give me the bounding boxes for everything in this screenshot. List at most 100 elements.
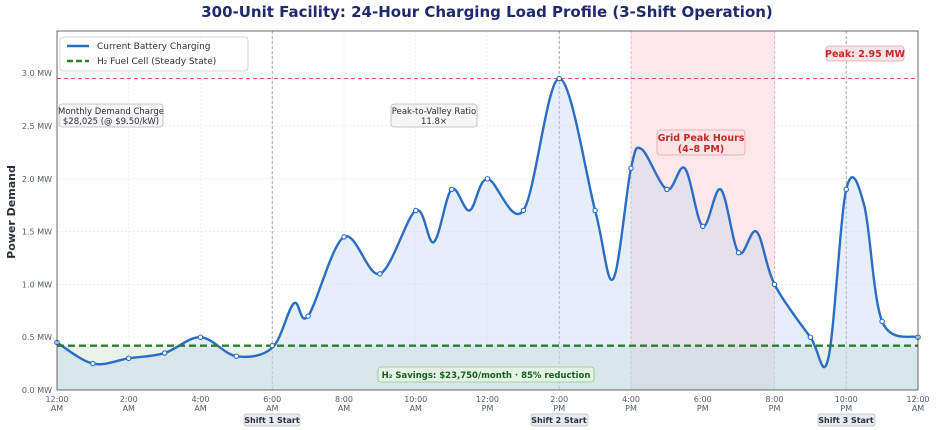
x-tick-period: PM bbox=[697, 404, 709, 413]
legend-entry-fuel-cell: H₂ Fuel Cell (Steady State) bbox=[97, 57, 216, 67]
x-tick-period: AM bbox=[266, 404, 278, 413]
data-point bbox=[628, 165, 634, 172]
x-tick-period: PM bbox=[482, 404, 494, 413]
x-tick-period: AM bbox=[123, 404, 135, 413]
shift-3-box bbox=[817, 413, 876, 427]
x-tick-time: 2:00 bbox=[550, 395, 568, 404]
grid-peak-zone-fill bbox=[631, 31, 775, 390]
x-tick-period: AM bbox=[338, 404, 350, 413]
x-tick-period: AM bbox=[194, 404, 206, 413]
x-tick-period: PM bbox=[769, 404, 781, 413]
x-tick-time: 10:00 bbox=[404, 395, 427, 404]
data-point bbox=[664, 186, 670, 193]
x-axis-ticks: 12:00AM2:00AM4:00AM6:00AM8:00AM10:00AM12… bbox=[45, 395, 929, 413]
grid-peak-hours-title: Grid Peak Hours bbox=[658, 133, 745, 144]
x-tick-time: 10:00 bbox=[835, 395, 858, 404]
x-tick-time: 4:00 bbox=[622, 395, 640, 404]
x-tick-period: PM bbox=[840, 404, 852, 413]
x-tick-time: 12:00 bbox=[476, 395, 499, 404]
shift-2-label: Shift 2 Start bbox=[531, 416, 587, 425]
peak-valley-title: Peak-to-Valley Ratio bbox=[392, 107, 476, 117]
demand-charge-title: Monthly Demand Charge bbox=[58, 107, 164, 117]
x-tick-period: AM bbox=[51, 404, 63, 413]
shift-1-box bbox=[243, 413, 301, 427]
savings-box bbox=[377, 366, 595, 383]
data-point bbox=[197, 334, 204, 340]
y-tick-label: 2.0 MW bbox=[22, 175, 52, 184]
battery-area bbox=[57, 78, 918, 390]
data-point bbox=[126, 355, 132, 362]
data-point bbox=[269, 342, 275, 349]
demand-charge-box bbox=[58, 103, 164, 128]
chart-title: 300-Unit Facility: 24-Hour Charging Load… bbox=[201, 3, 773, 21]
y-tick-label: 0.5 MW bbox=[22, 333, 52, 342]
grid-peak-hours-range: (4–8 PM) bbox=[678, 144, 724, 155]
data-point bbox=[341, 234, 347, 240]
data-point bbox=[233, 353, 240, 359]
demand-charge-value: $28,025 (@ $9.50/kW) bbox=[63, 117, 159, 127]
data-point bbox=[161, 350, 168, 356]
legend-box bbox=[59, 36, 249, 72]
y-axis-label: Power Demand bbox=[5, 165, 18, 259]
data-point bbox=[699, 223, 706, 230]
x-tick-time: 12:00 bbox=[45, 395, 68, 404]
peak-annotation: Peak: 2.95 MW bbox=[825, 45, 905, 62]
peak-valley-value: 11.8× bbox=[421, 117, 447, 127]
x-tick-period: AM bbox=[912, 404, 924, 413]
x-tick-time: 6:00 bbox=[694, 395, 712, 404]
savings-label: H₂ Savings: $23,750/month · 85% reductio… bbox=[382, 371, 591, 381]
data-point bbox=[412, 207, 419, 214]
demand-charge-annotation: Monthly Demand Charge $28,025 (@ $9.50/k… bbox=[58, 103, 164, 128]
peak-label: Peak: 2.95 MW bbox=[825, 49, 905, 60]
x-tick-period: AM bbox=[410, 404, 422, 413]
data-point bbox=[843, 186, 849, 193]
plot-frame bbox=[56, 30, 919, 391]
peak-label-box bbox=[825, 45, 905, 62]
shift-labels: Shift 1 Start Shift 2 Start Shift 3 Star… bbox=[243, 413, 876, 427]
data-point bbox=[807, 334, 814, 340]
shift-2-box bbox=[530, 413, 589, 427]
peak-valley-box bbox=[390, 103, 478, 128]
data-point bbox=[879, 318, 885, 325]
data-point bbox=[592, 207, 598, 214]
data-point bbox=[556, 75, 562, 82]
data-point bbox=[305, 313, 311, 319]
data-point bbox=[771, 281, 778, 288]
legend: Current Battery Charging H₂ Fuel Cell (S… bbox=[59, 36, 249, 72]
data-point bbox=[448, 186, 455, 193]
y-tick-label: 3.0 MW bbox=[22, 69, 52, 78]
grid-peak-hours-annotation: Grid Peak Hours (4–8 PM) bbox=[656, 129, 746, 156]
y-tick-label: 1.0 MW bbox=[22, 280, 52, 289]
peak-valley-annotation: Peak-to-Valley Ratio 11.8× bbox=[390, 103, 478, 128]
y-tick-label: 2.5 MW bbox=[22, 122, 52, 131]
y-tick-label: 0.0 MW bbox=[22, 386, 52, 395]
x-tick-time: 12:00 bbox=[906, 395, 929, 404]
savings-annotation: H₂ Savings: $23,750/month · 85% reductio… bbox=[377, 366, 595, 383]
x-tick-time: 8:00 bbox=[335, 395, 353, 404]
x-tick-time: 2:00 bbox=[120, 395, 138, 404]
x-tick-time: 8:00 bbox=[766, 395, 784, 404]
legend-entry-battery: Current Battery Charging bbox=[97, 42, 211, 52]
y-tick-label: 1.5 MW bbox=[22, 228, 52, 237]
grid-peak-zone bbox=[630, 31, 775, 390]
x-tick-time: 4:00 bbox=[192, 395, 210, 404]
y-axis-ticks: 0.0 MW 0.5 MW 1.0 MW 1.5 MW 2.0 MW 2.5 MW 3.0 … bbox=[22, 69, 52, 395]
x-tick-time: 6:00 bbox=[263, 395, 281, 404]
x-tick-period: PM bbox=[553, 404, 565, 413]
data-point bbox=[377, 271, 383, 277]
data-point bbox=[735, 249, 742, 256]
